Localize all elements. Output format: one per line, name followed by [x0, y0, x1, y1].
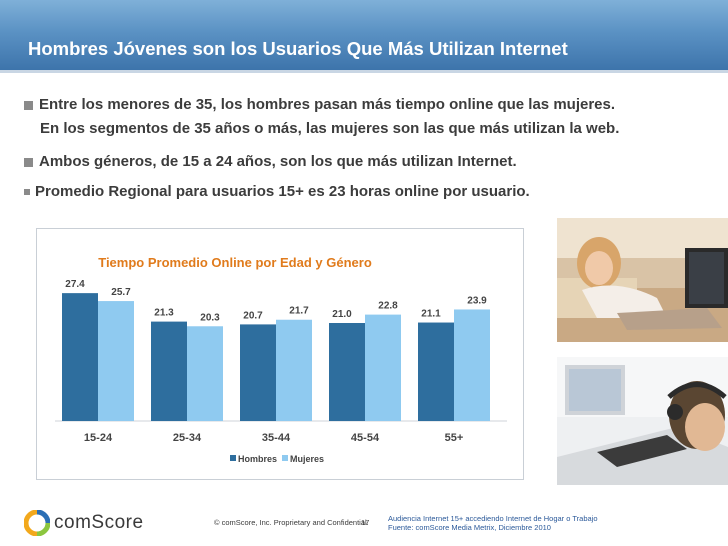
copyright-text: © comScore, Inc. Proprietary and Confide…	[214, 518, 369, 527]
category-label: 45-54	[351, 432, 380, 444]
bar-hombres	[329, 323, 365, 421]
bar-mujeres	[365, 314, 401, 421]
bullet-item: En los segmentos de 35 años o más, las m…	[40, 120, 619, 137]
data-label: 21.0	[332, 309, 352, 320]
legend-label: Mujeres	[290, 454, 324, 464]
data-label: 21.3	[154, 308, 174, 319]
data-label: 25.7	[111, 287, 131, 298]
man-headset-computer-photo	[557, 357, 728, 485]
data-label: 27.4	[65, 279, 85, 290]
square-bullet-icon	[24, 157, 33, 167]
legend-swatch	[282, 455, 288, 461]
bar-chart: Tiempo Promedio Online por Edad y Género…	[55, 255, 507, 464]
legend-label: Hombres	[238, 454, 277, 464]
bar-hombres	[240, 324, 276, 421]
bullet-text: En los segmentos de 35 años o más, las m…	[40, 120, 620, 137]
bar-mujeres	[276, 319, 312, 421]
slide-title: Hombres Jóvenes son los Usuarios Que Más…	[28, 38, 568, 59]
bar-mujeres	[187, 326, 223, 421]
source-line: Fuente: comScore Media Metrix, Diciembre…	[388, 523, 551, 532]
bullet-item: Promedio Regional para usuarios 15+ es 2…	[24, 183, 530, 200]
bullet-text: Ambos géneros, de 15 a 24 años, son los …	[39, 153, 517, 170]
bar-hombres	[418, 322, 454, 421]
header-divider	[0, 70, 728, 73]
legend-swatch	[230, 455, 236, 461]
bar-hombres	[151, 321, 187, 421]
bar-mujeres	[454, 309, 490, 421]
category-label: 35-44	[262, 432, 291, 444]
data-label: 21.7	[289, 306, 309, 317]
logo-wordmark: comScore	[54, 512, 144, 533]
comscore-logo-icon	[24, 510, 50, 536]
square-bullet-icon	[24, 189, 30, 196]
data-label: 20.7	[243, 310, 263, 321]
data-label: 22.8	[378, 301, 398, 312]
chart-panel: Tiempo Promedio Online por Edad y Género…	[36, 228, 524, 480]
bar-hombres	[62, 293, 98, 421]
category-label: 25-34	[173, 432, 202, 444]
data-label: 21.1	[421, 309, 441, 320]
source-line: Audiencia Internet 15+ accediendo Intern…	[388, 514, 598, 523]
bullet-item: Entre los menores de 35, los hombres pas…	[24, 96, 615, 113]
square-bullet-icon	[24, 100, 33, 110]
source-note: Audiencia Internet 15+ accediendo Intern…	[388, 514, 598, 532]
bullet-text: Promedio Regional para usuarios 15+ es 2…	[35, 183, 530, 200]
data-label: 23.9	[467, 295, 487, 306]
woman-laptop-photo	[557, 218, 728, 342]
bar-mujeres	[98, 301, 134, 421]
comscore-logo: comScore	[24, 510, 174, 536]
bullet-item: Ambos géneros, de 15 a 24 años, son los …	[24, 153, 517, 170]
bullet-text: Entre los menores de 35, los hombres pas…	[39, 96, 616, 113]
data-label: 20.3	[200, 312, 220, 323]
chart-title: Tiempo Promedio Online por Edad y Género	[98, 255, 372, 270]
category-label: 15-24	[84, 432, 113, 444]
category-label: 55+	[445, 432, 464, 444]
page-number: 17	[361, 518, 370, 527]
slide-header	[0, 0, 728, 70]
